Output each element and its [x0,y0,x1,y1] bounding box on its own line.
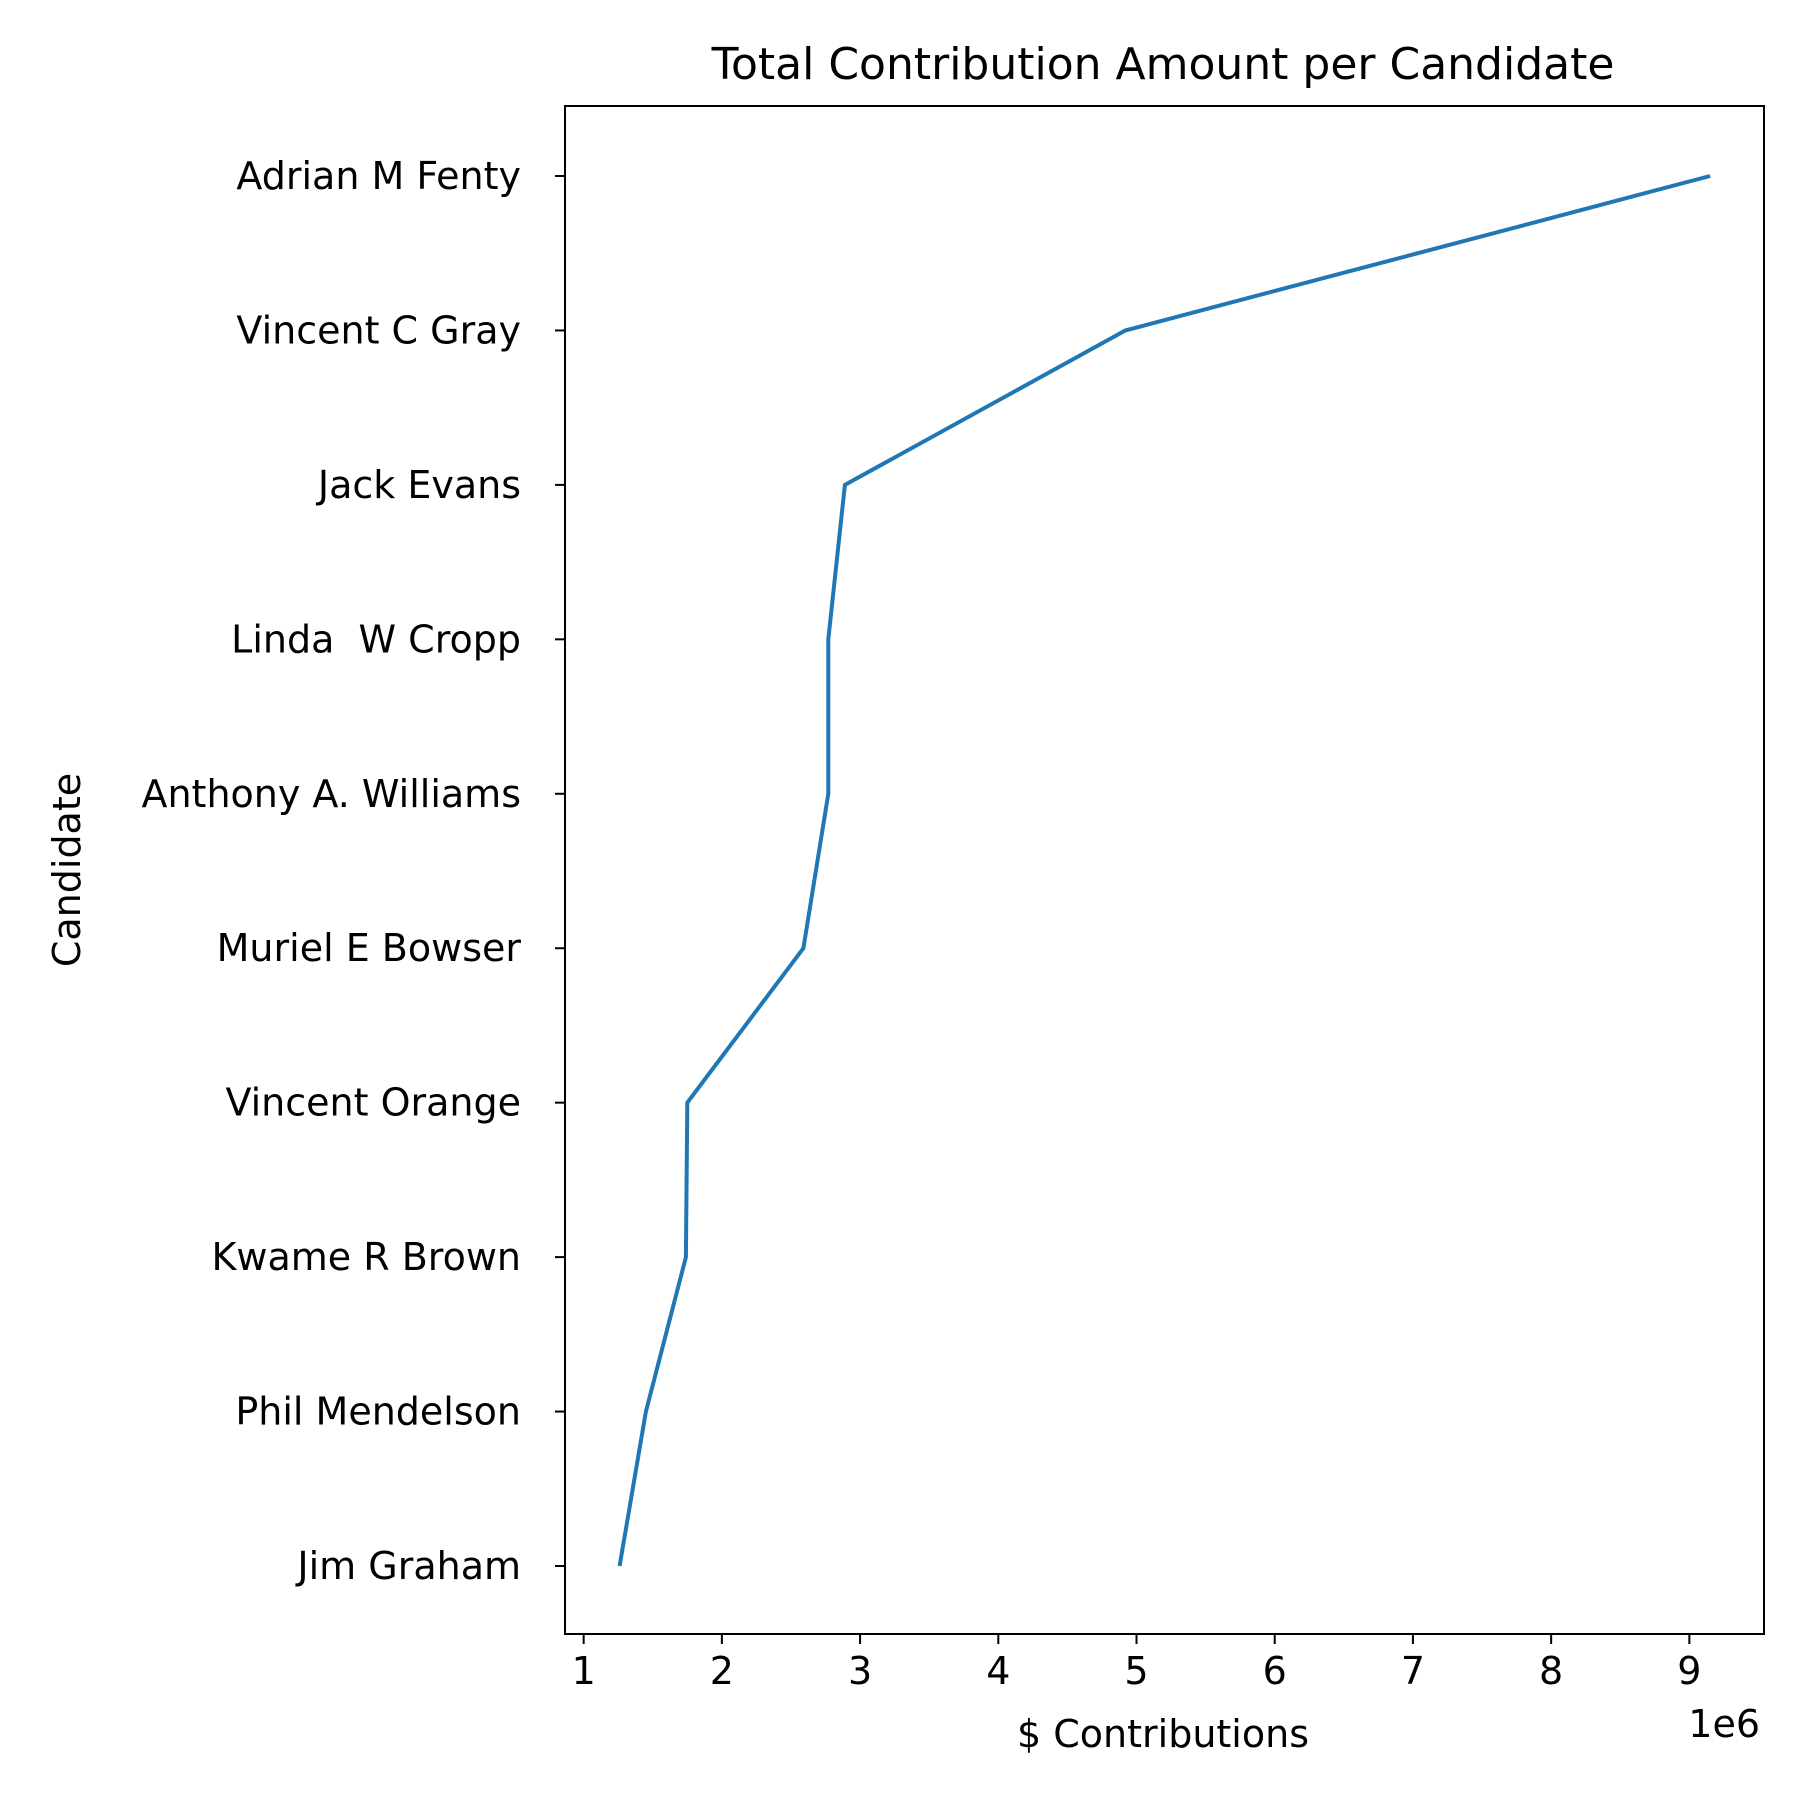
y-tick-label: Adrian M Fenty [236,154,521,198]
y-tick-label: Kwame R Brown [211,1235,521,1279]
y-tick-label: Anthony A. Williams [141,772,521,816]
x-tick-label: 2 [710,1649,734,1693]
series-line [617,174,1711,1567]
y-tick-label: Jim Graham [295,1544,521,1588]
x-axis: 1 2 3 4 5 6 7 8 9 [572,1634,1701,1693]
x-tick-label: 5 [1124,1649,1148,1693]
plot-frame [564,105,1765,1635]
chart-title: Total Contribution Amount per Candidate [711,39,1615,90]
x-tick-label: 7 [1401,1649,1425,1693]
y-tick-label: Muriel E Bowser [217,926,522,970]
x-tick-label: 4 [986,1649,1010,1693]
x-tick-label: 6 [1263,1649,1287,1693]
x-tick-label: 1 [572,1649,596,1693]
x-tick-label: 8 [1539,1649,1563,1693]
y-axis-label: Candidate [45,773,89,967]
x-axis-offset-label: 1e6 [1688,1702,1760,1746]
y-tick-label: Phil Mendelson [235,1390,521,1434]
x-tick-label: 9 [1677,1649,1701,1693]
y-tick-label: Jack Evans [316,463,521,507]
x-tick-label: 3 [848,1649,872,1693]
y-tick-label: Vincent C Gray [236,308,521,352]
x-axis-label: $ Contributions [1017,1712,1309,1756]
series-group [617,174,1711,1567]
y-axis: Jim Graham Phil Mendelson Kwame R Brown Vin… [141,154,565,1588]
y-tick-label: Linda W Cropp [231,617,521,661]
y-tick-label: Vincent Orange [225,1081,521,1125]
